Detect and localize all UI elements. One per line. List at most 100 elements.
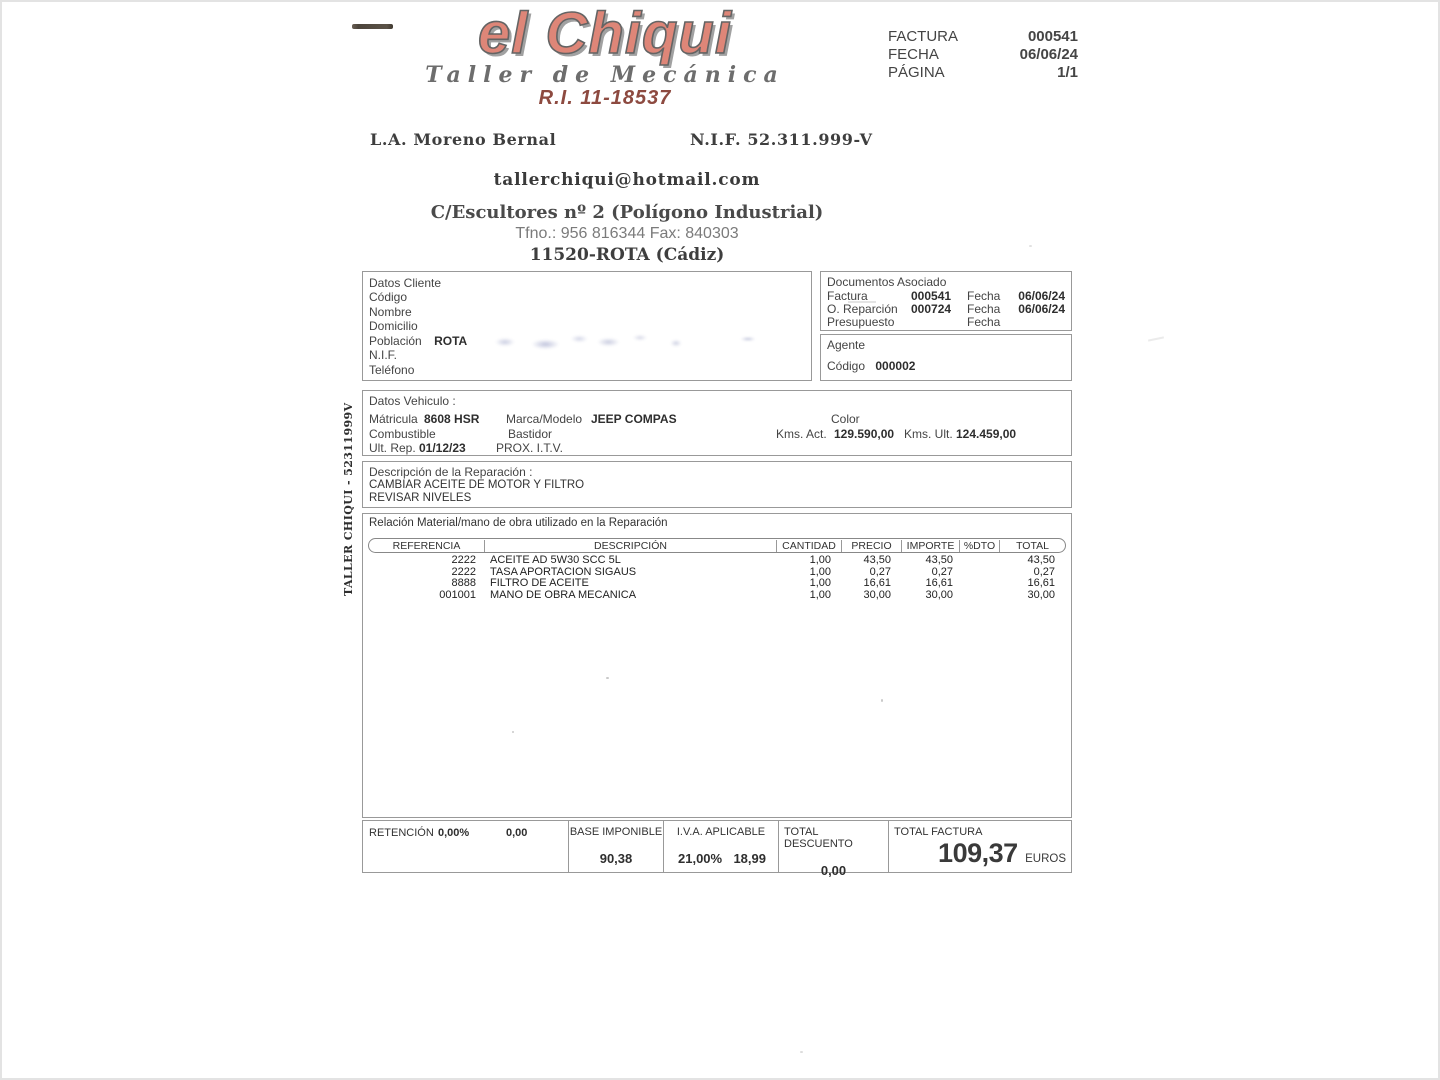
col-descripcion: DESCRIPCIÓN [485,539,777,552]
scan-speck [512,731,514,733]
retencion-pct: 0,00% [438,827,470,839]
business-city: 11520-ROTA (Cádiz) [529,245,725,265]
iva-cell: I.V.A. APLICABLE 21,00% 18,99 [664,821,779,872]
repair-line: REVISAR NIVELES [369,491,472,504]
documents-rows: Factura 000541 Fecha 06/06/24 O. Reparci… [827,290,1065,328]
matricula-value: 8608 HSR [424,412,480,426]
col-total: TOTAL [1016,539,1049,552]
doc-label: Presupuesto [827,314,895,329]
doc-date [1013,316,1065,329]
retencion-value: 0,00 [506,827,528,839]
invoice-meta-row: FACTURA 000541 [888,28,1078,46]
client-data-box: Datos Cliente Código Nombre Domicilio Po… [362,271,812,381]
side-vertical-text: TALLER CHIQUI - 52311999V [342,402,355,596]
descuento-label: TOTAL DESCUENTO [784,826,853,850]
business-email: tallerchiqui@hotmail.com [493,170,761,190]
grand-total-currency: EUROS [1025,853,1066,865]
retencion-label: RETENCIÓN [369,827,434,839]
doc-date: 06/06/24 [1018,289,1065,303]
logo-title: el Chiqui [477,1,732,66]
descuento-cell: TOTAL DESCUENTO 0,00 [779,821,889,878]
total-factura-label: TOTAL FACTURA [894,826,983,838]
client-field-nif: N.I.F. [369,348,398,363]
grand-total: 109,37 EUROS [938,838,1066,869]
kms-act-label: Kms. Act. [776,427,827,441]
client-field-telefono: Teléfono [369,362,415,377]
client-field-nombre: Nombre [369,304,412,319]
owner-nif: N.I.F. 52.311.999-V [690,130,873,149]
doc-date-label: Fecha [967,314,1001,329]
col-precio: PRECIO [842,539,902,552]
items-table-body: 2222 ACEITE AD 5W30 SCC 5L 1,00 43,50 43… [368,554,1066,602]
doc-number: 000541 [911,289,952,303]
logo-block: el Chiqui Taller de Mecánica R.I. 11-185… [415,1,795,110]
agent-box-title: Agente [827,338,866,352]
client-poblacion-value: ROTA [434,333,468,348]
items-section-title: Relación Material/mano de obra utilizado… [369,517,668,529]
fecha-label: FECHA [888,46,939,63]
doc-date-label: Fecha [967,301,1001,316]
business-phone-fax: Tfno.: 956 816344 Fax: 840303 [515,225,739,242]
items-box: Relación Material/mano de obra utilizado… [362,513,1072,818]
scan-speck [1029,245,1032,247]
combustible-label: Combustible [369,427,436,441]
doc-date: 06/06/24 [1018,301,1065,316]
grand-total-value: 109,37 [938,838,1018,868]
prox-itv-label: PROX. I.T.V. [496,441,563,455]
scan-faint-mark [848,301,876,303]
invoice-meta-row: PÁGINA 1/1 [888,64,1078,82]
fecha-value: 06/06/24 [1019,46,1078,63]
ult-rep-value: 01/12/23 [419,441,466,455]
logo-subtitle: Taller de Mecánica [425,62,785,88]
base-imponible-value: 90,38 [599,851,633,866]
scan-faint-mark [1147,336,1165,342]
total-factura-cell: TOTAL FACTURA 109,37 EUROS [889,821,1071,872]
agent-code-label: Código [827,359,866,373]
col-dto: %DTO [960,539,1000,552]
owner-name: L.A. Moreno Bernal [370,130,557,149]
marca-modelo-label: Marca/Modelo [506,412,583,426]
business-address: C/Escultores nº 2 (Polígono Industrial) [430,202,824,223]
table-row: 8888 FILTRO DE ACEITE 1,00 16,61 16,61 1… [451,577,1055,590]
scan-artifact-dash [352,24,393,29]
items-table-header: REFERENCIA DESCRIPCIÓN CANTIDAD PRECIO I… [368,538,1066,553]
redacted-handwriting-smudge [478,330,703,352]
color-label: Color [831,412,860,426]
client-field-domicilio: Domicilio [369,319,418,334]
table-row: 2222 ACEITE AD 5W30 SCC 5L 1,00 43,50 43… [451,554,1055,566]
doc-number: 000724 [911,301,952,316]
repair-description-box: Descripción de la Reparación : CAMBIAR A… [362,461,1072,508]
base-imponible-label: BASE IMPONIBLE [569,826,663,838]
scan-speck [606,677,609,679]
doc-number [911,316,967,329]
agent-code-row: Código 000002 [827,359,1065,373]
doc-date-label: Fecha [967,289,1001,303]
vehicle-data-box: Datos Vehiculo : Mátricula 8608 HSR Marc… [362,390,1072,456]
scan-speck [881,699,883,702]
totals-strip: RETENCIÓN 0,00% 0,00 BASE IMPONIBLE 90,3… [362,820,1072,878]
table-row: 2222 TASA APORTACION SIGAUS 1,00 0,27 0,… [451,565,1055,578]
col-importe: IMPORTE [902,539,960,552]
repair-box-title: Descripción de la Reparación : [369,465,533,479]
bastidor-label: Bastidor [508,427,553,441]
factura-label: FACTURA [888,28,959,45]
doc-label: O. Reparción [827,301,898,316]
kms-ult-label: Kms. Ult. [904,427,953,441]
factura-number: 000541 [1027,28,1078,45]
retencion-cell: RETENCIÓN 0,00% 0,00 [363,821,569,872]
documents-box-title: Documentos Asociado [827,275,947,289]
vehicle-box-title: Datos Vehiculo : [369,394,456,408]
redacted-handwriting-smudge [735,334,761,344]
table-row: 001001 MANO DE OBRA MECANICA 1,00 30,00 … [439,589,1055,602]
ult-rep-label: Ult. Rep. [369,441,416,455]
pagina-label: PÁGINA [888,64,945,81]
repair-line: CAMBIAR ACEITE DE MOTOR Y FILTRO [369,479,585,491]
iva-pct: 21,00% [678,851,723,866]
invoice-meta: FACTURA 000541 FECHA 06/06/24 PÁGINA 1/1 [888,28,1078,82]
client-field-codigo: Código [369,290,408,304]
associated-documents-box: Documentos Asociado Factura 000541 Fecha… [820,271,1072,331]
pagina-value: 1/1 [1057,64,1078,81]
doc-label: Factura [827,289,868,303]
agent-code-value: 000002 [875,359,916,373]
scan-speck [800,1051,803,1053]
